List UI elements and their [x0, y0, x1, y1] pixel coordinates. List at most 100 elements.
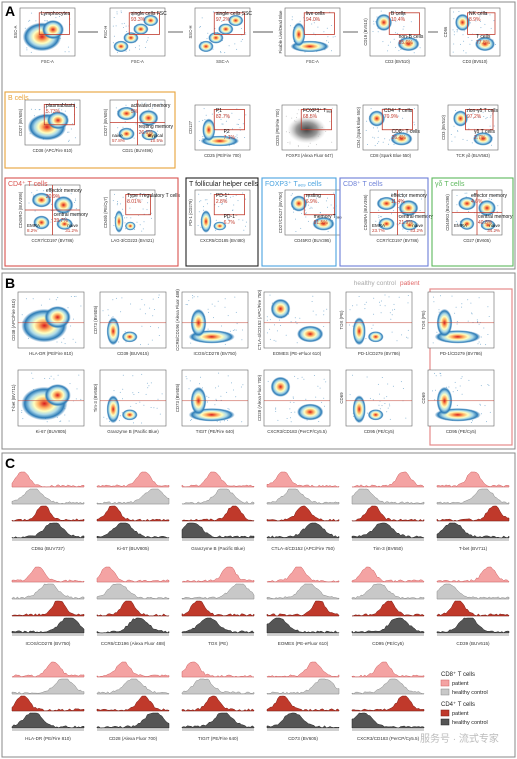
event-dot: [57, 374, 59, 376]
density-cluster: [375, 13, 393, 31]
event-dot: [73, 318, 74, 320]
event-dot: [380, 300, 382, 302]
event-dot: [487, 334, 489, 335]
event-dot: [144, 47, 146, 48]
event-dot: [51, 187, 53, 189]
event-dot: [215, 229, 217, 231]
event-dot: [219, 421, 221, 423]
event-dot: [325, 200, 327, 202]
event-dot: [455, 306, 457, 308]
event-dot: [289, 143, 291, 145]
event-dot: [150, 407, 152, 408]
event-dot: [221, 21, 223, 22]
y-axis-label: CD69: [421, 392, 426, 404]
x-axis-label: CD27 (BV605): [463, 238, 491, 243]
event-dot: [286, 418, 288, 419]
event-dot: [203, 206, 204, 208]
event-dot: [313, 22, 315, 24]
event-dot: [402, 388, 404, 389]
gate-label: naive: [112, 133, 123, 138]
event-dot: [452, 51, 454, 53]
event-dot: [219, 13, 221, 15]
gate-percent: 5%: [131, 109, 139, 115]
histogram-trace: [11, 661, 85, 678]
event-dot: [379, 393, 380, 395]
event-dot: [453, 34, 455, 36]
event-dot: [456, 204, 458, 206]
histogram-trace: [436, 566, 510, 583]
facs-plot: CXCR3/CD183 (PerCP/Cy5.5) CD28 (Alexa Flu…: [257, 369, 331, 434]
event-dot: [133, 394, 135, 395]
y-axis-label: FSC-H: [103, 26, 108, 39]
histogram-trace: [181, 488, 255, 505]
event-dot: [124, 222, 126, 224]
event-dot: [227, 315, 229, 317]
gate-label: NK cells: [469, 11, 488, 17]
event-dot: [121, 23, 123, 25]
event-dot: [151, 107, 153, 109]
event-dot: [293, 402, 295, 403]
event-dot: [25, 298, 27, 300]
density-cluster: [116, 106, 137, 121]
histogram-trace: [436, 583, 510, 600]
event-dot: [31, 192, 33, 194]
event-dot: [483, 327, 485, 329]
event-dot: [407, 295, 409, 296]
panel-c: C CD8α (BUV737) Ki-67 (BUV805) Granzyme B …: [1, 452, 516, 758]
event-dot: [304, 212, 306, 214]
event-dot: [295, 231, 297, 232]
event-dot: [125, 104, 127, 106]
event-dot: [332, 36, 334, 38]
density-cluster: [138, 109, 159, 127]
x-axis-label: PD-1/CD279 (BV786): [440, 351, 483, 356]
gate-percent: 97.2%: [216, 17, 231, 23]
event-dot: [327, 197, 328, 199]
event-dot: [485, 118, 487, 120]
event-dot: [40, 304, 42, 306]
histogram-stack: CD28 (Alexa Fluor 700): [96, 661, 170, 741]
density-cluster: [200, 210, 212, 233]
event-dot: [274, 324, 275, 326]
facs-plot: PD-1/CD279 (BV786) TOX (PE): [339, 291, 413, 356]
event-dot: [103, 416, 105, 418]
event-dot: [289, 141, 291, 143]
event-dot: [123, 27, 124, 28]
event-dot: [225, 132, 227, 134]
event-dot: [326, 27, 328, 29]
event-dot: [114, 193, 115, 195]
event-dot: [456, 29, 458, 31]
event-dot: [466, 110, 468, 112]
event-dot: [221, 203, 223, 204]
gate-label: naive: [412, 223, 423, 228]
gate-region: [381, 109, 413, 131]
gate-region: [43, 104, 75, 126]
event-dot: [220, 52, 222, 54]
event-dot: [135, 123, 137, 125]
event-dot: [122, 398, 123, 400]
event-dot: [472, 195, 474, 197]
gate-label: Lymphocytes: [41, 11, 71, 17]
histogram-trace: [96, 695, 170, 712]
histogram-trace: [351, 678, 425, 695]
x-axis-label: CCR7/CD197 (BV786): [31, 238, 74, 243]
density-cluster: [475, 36, 495, 52]
event-dot: [232, 209, 234, 211]
event-dot: [324, 405, 325, 407]
event-dot: [478, 212, 480, 214]
event-dot: [367, 144, 368, 145]
event-dot: [402, 28, 404, 30]
event-dot: [379, 301, 380, 303]
event-dot: [311, 207, 313, 209]
event-dot: [145, 102, 147, 104]
density-cluster: [352, 395, 366, 424]
event-dot: [31, 372, 33, 374]
event-dot: [486, 421, 487, 423]
event-dot: [122, 126, 124, 128]
histogram-trace: [181, 505, 255, 522]
event-dot: [68, 131, 70, 133]
event-dot: [487, 384, 489, 385]
event-dot: [395, 32, 396, 34]
event-dot: [228, 218, 230, 220]
gate-label: memory Tₔₑ₉: [314, 214, 342, 220]
density-cluster: [480, 219, 496, 231]
